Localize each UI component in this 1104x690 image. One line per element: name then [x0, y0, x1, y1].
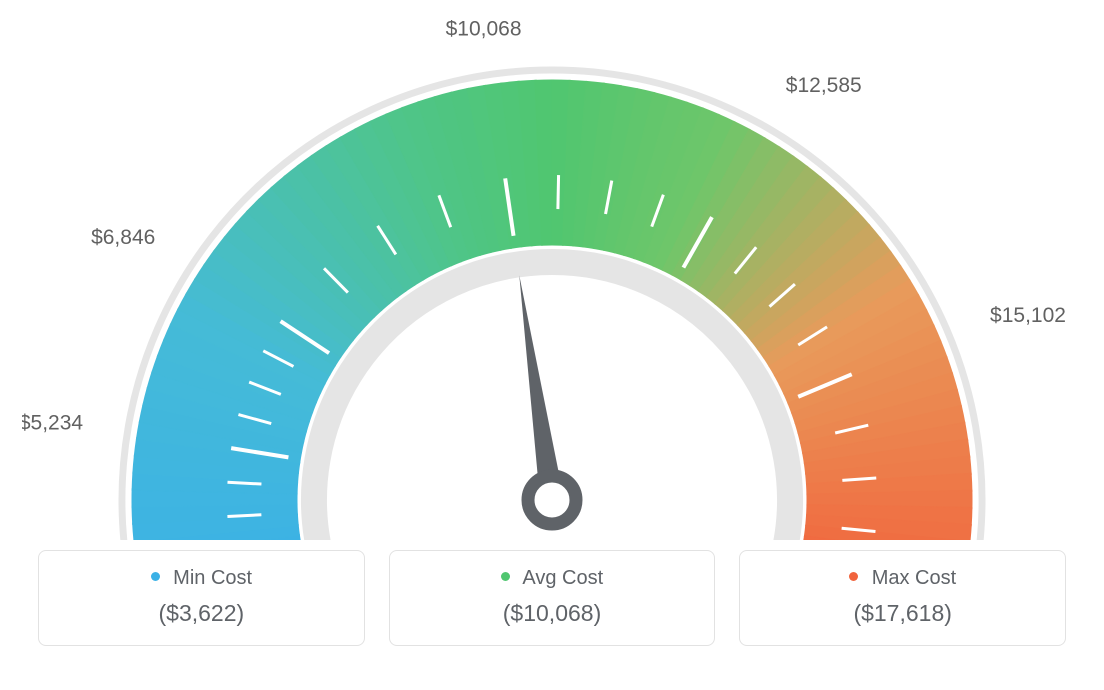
gauge-needle	[519, 275, 564, 501]
legend-card-max: Max Cost ($17,618)	[739, 550, 1066, 646]
legend-card-label: Avg Cost	[522, 567, 603, 589]
legend-card-head: Min Cost	[39, 567, 364, 590]
legend-card-label: Max Cost	[872, 567, 956, 589]
legend-card-label: Min Cost	[173, 567, 252, 589]
legend-cards: Min Cost ($3,622) Avg Cost ($10,068) Max…	[22, 540, 1082, 666]
dot-icon	[501, 572, 510, 581]
gauge-chart: $3,622$5,234$6,846$10,068$12,585$15,102$…	[22, 20, 1082, 540]
dot-icon	[849, 572, 858, 581]
gauge-tick-label: $15,102	[990, 304, 1066, 327]
dot-icon	[151, 572, 160, 581]
legend-card-value: ($10,068)	[390, 600, 715, 627]
gauge-tick-label: $10,068	[446, 20, 522, 41]
legend-card-head: Avg Cost	[390, 567, 715, 590]
legend-card-value: ($3,622)	[39, 600, 364, 627]
legend-card-head: Max Cost	[740, 567, 1065, 590]
gauge-hub-icon	[528, 476, 576, 524]
gauge-tick-label: $12,585	[786, 74, 862, 97]
legend-card-value: ($17,618)	[740, 600, 1065, 627]
gauge-tick-label: $6,846	[91, 226, 155, 249]
legend-card-min: Min Cost ($3,622)	[38, 550, 365, 646]
gauge-tick-label: $5,234	[22, 412, 83, 435]
legend-card-avg: Avg Cost ($10,068)	[389, 550, 716, 646]
